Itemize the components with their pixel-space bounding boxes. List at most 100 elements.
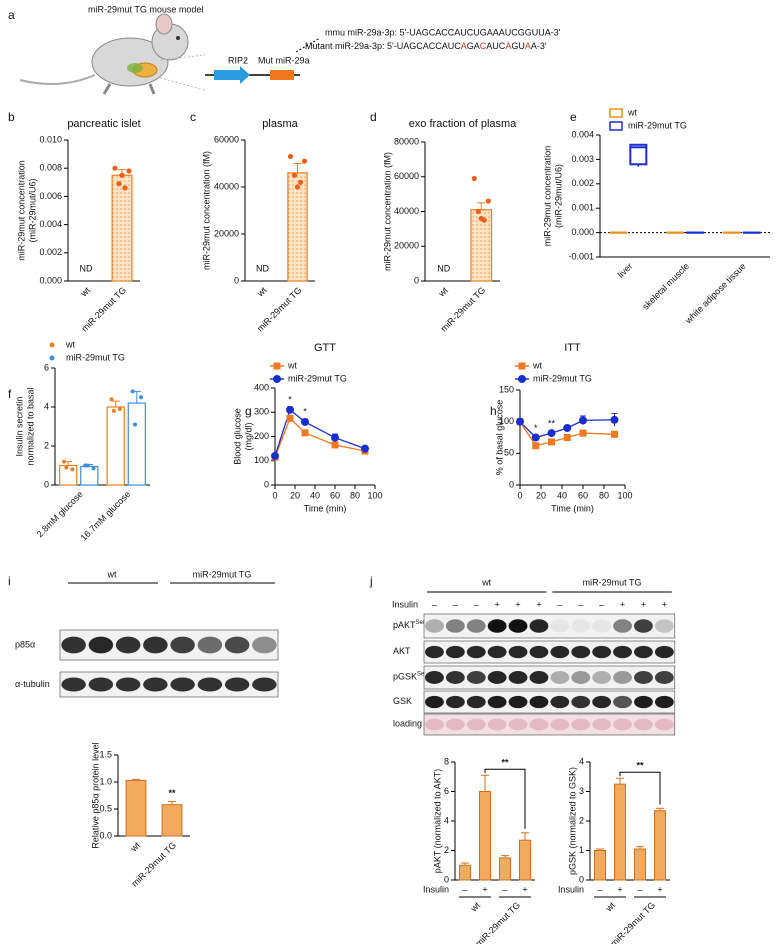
panel-label: i <box>8 574 11 588</box>
band <box>508 619 528 633</box>
band <box>654 695 674 709</box>
bar <box>594 850 606 881</box>
marker <box>547 429 556 438</box>
y-axis-label: (miR-29mut/U6) <box>27 178 37 242</box>
y-tick-label: 8 <box>444 756 449 766</box>
marker <box>273 362 281 370</box>
x-axis-label: Time (min) <box>304 503 347 513</box>
band <box>592 695 612 709</box>
bar <box>519 839 531 881</box>
row-label: α-tubulin <box>15 679 50 689</box>
x-tick-label: 60 <box>578 490 588 500</box>
sequence-mmu: mmu miR-29a-3p: 5'-UAGCACCAUCUGAAAUCGGUU… <box>325 27 561 37</box>
legend-swatch <box>609 108 623 118</box>
lane-sign: + <box>536 599 541 609</box>
lane-sign: – <box>578 599 583 609</box>
band <box>654 718 674 731</box>
marker <box>516 417 524 426</box>
y-tick-label: 0 <box>414 275 419 285</box>
y-tick-label: 0.5 <box>99 803 112 813</box>
band <box>487 619 507 633</box>
x-tick-label: 60 <box>330 490 340 500</box>
band <box>592 645 612 659</box>
x-tick-label: 20 <box>290 490 300 500</box>
band <box>529 671 549 684</box>
row-sup: Ser9 <box>417 671 430 677</box>
annotation: ND <box>256 263 269 273</box>
y-tick-label: 60000 <box>394 171 419 181</box>
y-tick-label: 20000 <box>214 228 239 238</box>
band <box>508 718 528 731</box>
bar <box>111 174 133 282</box>
legend-swatch <box>49 342 55 348</box>
y-axis-label: Blood glucose <box>232 408 242 465</box>
data-point <box>85 463 90 468</box>
y-tick-label: 40000 <box>214 181 239 191</box>
x-tick-label: skeletal muscle <box>641 261 692 312</box>
y-tick-label: 80000 <box>394 136 419 146</box>
band <box>197 677 223 692</box>
blot-strip <box>423 613 676 639</box>
marker <box>301 429 309 437</box>
band <box>529 695 549 709</box>
y-tick-label: 20000 <box>394 241 419 251</box>
y-tick-label: 0.006 <box>39 191 62 201</box>
data-point <box>301 158 308 164</box>
y-tick-label: 0.010 <box>39 134 62 144</box>
marker <box>361 444 369 453</box>
row-label: p85α <box>15 639 35 649</box>
mouse-illustration <box>19 13 206 95</box>
band <box>571 718 591 731</box>
data-point <box>117 406 122 411</box>
marker <box>563 424 572 432</box>
marker <box>301 417 309 426</box>
band <box>654 619 674 633</box>
row-name: AKT <box>393 646 411 656</box>
marker <box>532 442 540 450</box>
x-tick-label: wt <box>436 285 450 299</box>
y-tick-label: 0 <box>579 874 584 884</box>
marker <box>611 430 618 438</box>
y-axis-label: miR-29mut concentration (fM) <box>382 152 392 271</box>
band <box>466 671 486 684</box>
band <box>445 695 465 709</box>
y-tick-label: 2 <box>579 815 584 825</box>
lane-sign: – <box>474 599 479 609</box>
group-label: wt <box>603 900 617 914</box>
marker <box>563 434 571 441</box>
y-tick-label: 150 <box>499 384 514 394</box>
band <box>508 695 528 709</box>
band <box>425 718 444 731</box>
legend-label: wt <box>627 107 637 117</box>
y-tick-label: 6 <box>44 362 49 372</box>
blot-strip <box>423 713 676 736</box>
band <box>445 645 465 659</box>
band <box>550 619 570 633</box>
x-tick-label: 80 <box>350 490 360 500</box>
y-tick-label: 0.0 <box>99 830 112 840</box>
y-tick-label: -0.001 <box>568 251 594 261</box>
lane-sign: + <box>515 599 520 609</box>
data-point <box>111 408 116 413</box>
y-tick-label: 4 <box>44 401 49 411</box>
box <box>629 143 648 166</box>
data-point <box>291 172 298 178</box>
x-tick-label: 16.7mM glucose <box>79 489 133 543</box>
y-tick-label: 0.000 <box>39 275 62 285</box>
bar <box>106 406 125 486</box>
band <box>592 718 612 731</box>
band <box>529 645 549 659</box>
chart-title: plasma <box>262 118 298 130</box>
lane-sign: – <box>557 599 562 609</box>
y-tick-label: 0.003 <box>571 154 594 164</box>
band <box>252 677 277 692</box>
panel-label: a <box>8 8 15 22</box>
marker <box>579 416 587 425</box>
marker <box>331 433 339 442</box>
legend-label: wt <box>287 360 297 370</box>
band <box>170 636 195 654</box>
x-tick-label: – <box>462 884 467 894</box>
band <box>115 677 141 692</box>
band <box>252 636 277 654</box>
x-tick-label: 2.8mM glucose <box>35 489 85 539</box>
